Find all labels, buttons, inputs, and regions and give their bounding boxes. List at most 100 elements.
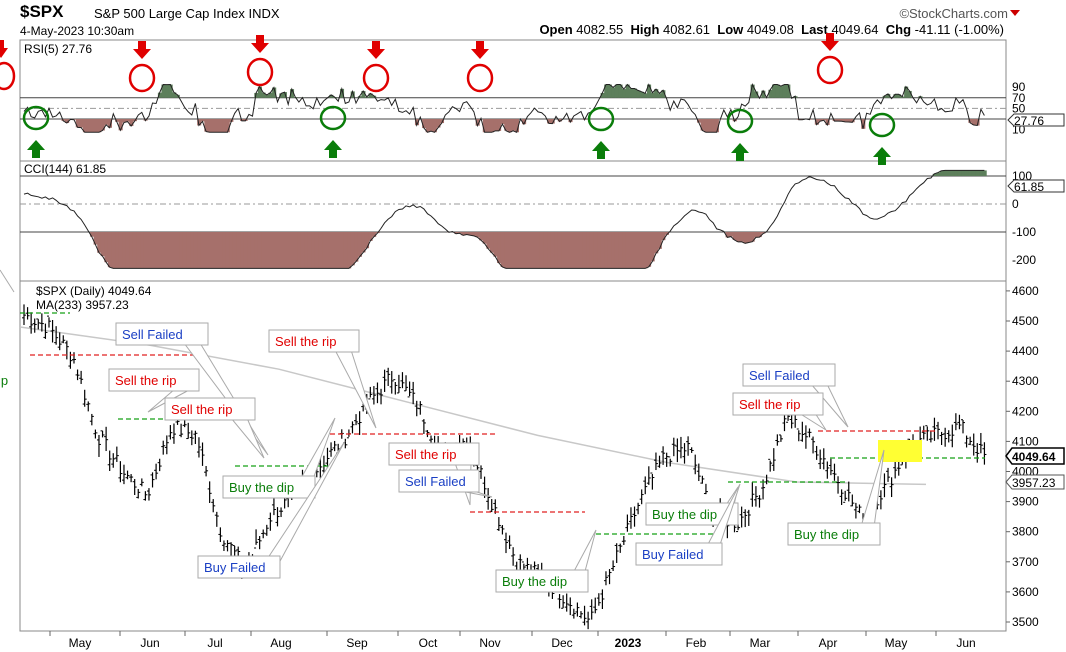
price-bar [646,466,651,485]
rsi-oversold-fill [86,119,91,133]
price-bar [939,431,944,446]
rsi-oversold-fill [821,119,827,121]
price-bar [882,473,887,498]
cci-low-fill [604,232,609,269]
cci-low-fill [129,232,134,269]
rsi-oversold-fill [197,119,202,126]
cci-low-fill [636,232,641,269]
x-tick-label: Sep [346,636,368,650]
rsi-overbought-fill [786,84,791,98]
price-bar [582,605,587,626]
rsi-line [23,82,985,133]
rsi-tick-label: 50 [1012,101,1026,115]
price-bar [132,479,137,496]
cci-low-fill [597,232,602,269]
callout-text: Sell the rip [275,334,336,349]
buy-failed-callout: Buy Failed [197,440,346,579]
x-tick-label: May [885,636,908,650]
cci-low-fill [97,232,102,253]
price-bar [36,318,41,330]
cci-low-fill [172,232,177,269]
cci-low-fill [197,232,202,269]
cci-low-fill [318,232,323,269]
cci-low-fill [93,232,98,245]
price-bar [332,440,337,452]
cci-low-fill [257,232,262,269]
rsi-oversold-fill [100,119,105,131]
rsi-oversold-fill [225,119,230,133]
menu-dropdown-icon[interactable] [1010,10,1020,16]
price-bar [129,474,134,483]
rsi-oversold-fill [818,119,823,122]
rsi-oversold-fill [204,119,209,132]
callout-pointer [797,412,827,431]
cci-low-fill [729,232,734,237]
price-bar [57,332,62,351]
cci-low-fill [115,232,120,269]
cci-low-fill [118,232,123,269]
sell-arrow-icon [0,40,8,58]
price-bar [568,597,573,616]
rsi-overbought-fill [165,84,170,98]
cci-low-fill [554,232,559,269]
cci-low-fill [204,232,209,269]
price-bar [968,436,973,446]
rsi-oversold-fill [497,119,502,131]
cci-low-fill [190,232,195,269]
cci-low-fill [361,232,366,253]
buy-signal-circle [868,112,896,138]
rsi-overbought-fill [632,88,637,98]
price-tick-label: 3800 [1012,525,1039,539]
price-bar [978,432,983,454]
cci-low-fill [336,232,341,269]
price-bar [389,371,394,394]
price-bar [753,486,758,507]
price-bar [232,545,237,556]
cci-low-fill [507,232,512,269]
rsi-oversold-fill [107,119,112,128]
low-label: Low [717,22,744,37]
price-bar [350,421,355,434]
rsi-oversold-fill [118,119,123,131]
price-tick-label: 4100 [1012,434,1039,448]
price-bar [200,442,205,466]
cci-low-fill [614,232,619,269]
cci-low-fill [522,232,527,269]
price-bar [261,529,266,539]
cci-low-fill [547,232,552,269]
cci-low-fill [639,232,644,269]
cci-low-fill [754,232,759,238]
price-bar [114,446,119,462]
price-bar [96,434,101,457]
cci-low-fill [497,232,502,264]
rsi-overbought-fill [268,92,273,98]
price-bar [64,340,69,360]
cci-low-fill [611,232,616,269]
cci-low-fill [654,232,659,254]
price-bar [400,372,405,389]
cci-low-fill [643,232,648,269]
cci-high-fill [975,170,980,176]
cci-low-fill [350,232,355,266]
price-bar [371,386,376,405]
last-value: 4049.64 [831,22,879,37]
x-tick-label: Jul [207,636,222,650]
rsi-oversold-fill [439,119,445,124]
price-bar [778,434,783,442]
rsi-overbought-fill [750,84,755,98]
price-bar [204,465,209,477]
rsi-oversold-fill [129,119,134,127]
cci-low-fill [107,232,112,268]
cci-low-fill [625,232,630,269]
cci-low-fill [339,232,345,269]
cci-low-fill [254,232,259,269]
cci-low-fill [111,232,116,269]
cci-low-fill [286,232,291,269]
sell-failed-callout: Sell Failed [742,363,849,428]
sell-signal-circle [0,61,16,91]
cci-low-fill [343,232,348,269]
rsi-overbought-fill [896,94,902,98]
price-bar [561,595,566,609]
price-bar [661,446,666,465]
rsi-overbought-fill [886,93,891,98]
